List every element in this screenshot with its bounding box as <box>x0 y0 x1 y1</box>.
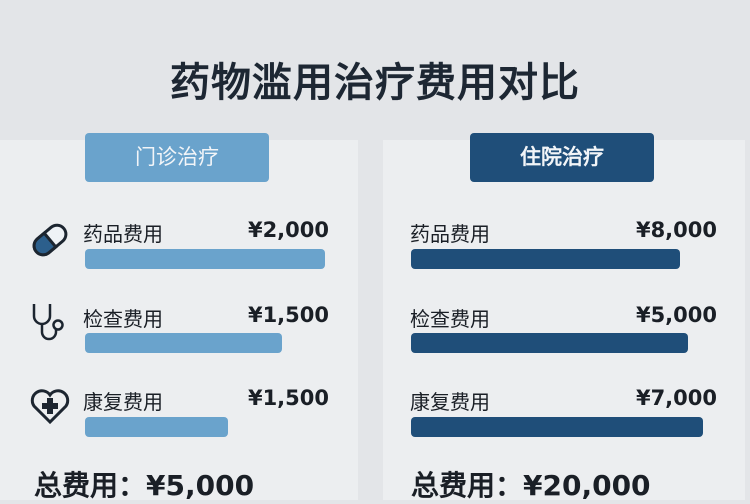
inpatient-header: 住院治疗 <box>470 133 654 182</box>
outpatient-medicine-label: 药品费用 <box>83 222 163 246</box>
inpatient-medicine-bar <box>411 249 680 269</box>
inpatient-panel <box>383 140 745 500</box>
inpatient-total: 总费用：¥20,000 <box>411 469 651 502</box>
inpatient-medicine-label: 药品费用 <box>410 222 490 246</box>
outpatient-rehab-value: ¥1,500 <box>247 386 329 410</box>
inpatient-exam-label: 检查费用 <box>410 307 490 331</box>
inpatient-exam-bar <box>411 333 688 353</box>
inpatient-exam-value: ¥5,000 <box>635 303 717 327</box>
outpatient-medicine-bar <box>85 249 325 269</box>
outpatient-medicine-value: ¥2,000 <box>247 218 329 242</box>
page-title: 药物滥用治疗费用对比 <box>170 60 580 106</box>
inpatient-rehab-value: ¥7,000 <box>635 386 717 410</box>
outpatient-rehab-label: 康复费用 <box>83 390 163 414</box>
stethoscope-icon <box>32 304 64 341</box>
outpatient-total: 总费用：¥5,000 <box>34 469 255 502</box>
outpatient-rehab-bar <box>85 417 228 437</box>
pill-icon <box>32 223 68 257</box>
outpatient-exam-bar <box>85 333 282 353</box>
heart-plus-icon <box>30 389 70 425</box>
outpatient-exam-value: ¥1,500 <box>247 303 329 327</box>
inpatient-rehab-label: 康复费用 <box>410 390 490 414</box>
outpatient-exam-label: 检查费用 <box>83 307 163 331</box>
inpatient-rehab-bar <box>411 417 703 437</box>
outpatient-header: 门诊治疗 <box>85 133 269 182</box>
inpatient-medicine-value: ¥8,000 <box>635 218 717 242</box>
